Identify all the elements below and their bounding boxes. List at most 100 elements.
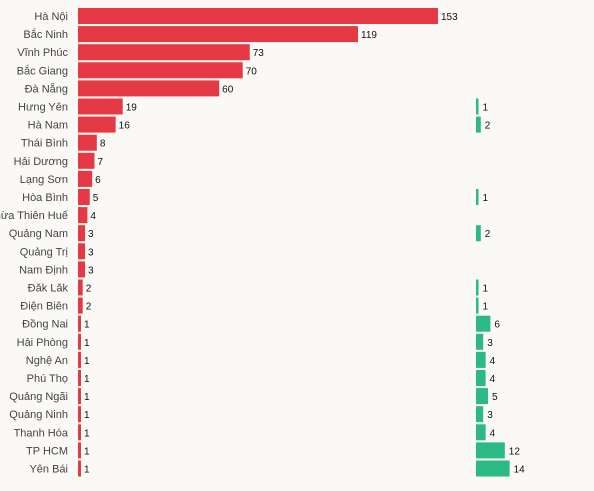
- green-bar: [476, 297, 479, 314]
- green-bar: [476, 225, 481, 242]
- red-value-label: 73: [253, 48, 265, 59]
- red-bar: [78, 170, 93, 187]
- green-bar: [476, 279, 479, 296]
- green-value-label: 4: [490, 428, 496, 439]
- red-bar: [78, 333, 81, 350]
- green-bar: [476, 116, 481, 133]
- red-bar: [78, 406, 81, 423]
- category-label: Bắc Ninh: [23, 28, 68, 41]
- red-bar: [78, 243, 86, 260]
- category-label: Thái Bình: [21, 138, 68, 150]
- category-label: Hà Nam: [28, 120, 68, 132]
- green-bar: [476, 189, 479, 205]
- red-value-label: 1: [84, 338, 90, 349]
- red-value-label: 153: [441, 12, 458, 23]
- red-value-label: 1: [84, 428, 90, 439]
- red-value-label: 1: [84, 410, 90, 421]
- green-value-label: 1: [483, 193, 489, 204]
- red-bar: [78, 98, 123, 115]
- category-label: Hà Nội: [34, 11, 68, 23]
- category-label: Quảng Ninh: [9, 409, 68, 421]
- green-value-label: 5: [492, 392, 498, 403]
- category-label: Quảng Ngãi: [9, 391, 68, 403]
- category-label: Đăk Lăk: [28, 283, 69, 295]
- category-label: Quảng Trị: [20, 246, 68, 258]
- green-value-label: 1: [483, 284, 489, 295]
- red-bar: [78, 460, 81, 477]
- red-bar: [78, 225, 86, 242]
- category-label: Điện Biên: [20, 301, 68, 313]
- green-bar: [476, 442, 505, 459]
- green-bar: [476, 424, 486, 441]
- red-bar: [78, 424, 81, 441]
- category-label: TP HCM: [26, 445, 68, 457]
- red-bar: [78, 116, 116, 133]
- red-value-label: 3: [88, 247, 94, 258]
- green-value-label: 1: [483, 103, 489, 114]
- green-value-label: 3: [487, 410, 493, 421]
- category-label: Quảng Nam: [9, 228, 68, 240]
- green-bar: [476, 406, 484, 423]
- red-value-label: 1: [84, 446, 90, 457]
- green-bar: [476, 98, 479, 115]
- red-bar: [78, 62, 243, 79]
- category-label: Hải Dương: [14, 156, 68, 168]
- red-value-label: 1: [84, 356, 90, 367]
- category-label: Hòa Bình: [22, 192, 68, 204]
- green-value-label: 4: [490, 356, 496, 367]
- red-bar: [78, 44, 250, 61]
- red-value-label: 70: [246, 66, 258, 77]
- category-label: Hải Phòng: [17, 337, 68, 349]
- green-bar: [476, 333, 484, 350]
- green-value-label: 3: [487, 338, 493, 349]
- red-value-label: 3: [88, 229, 94, 240]
- green-bar: [476, 388, 488, 405]
- category-label: Thừa Thiên Huế: [0, 210, 68, 222]
- red-value-label: 60: [222, 84, 234, 95]
- red-value-label: 1: [84, 374, 90, 385]
- red-bar: [78, 189, 90, 205]
- red-bar: [78, 152, 95, 169]
- category-label: Đồng Nai: [22, 319, 68, 331]
- category-label: Lạng Sơn: [20, 174, 68, 186]
- green-value-label: 2: [485, 121, 491, 132]
- green-value-label: 4: [490, 374, 496, 385]
- red-value-label: 1: [84, 320, 90, 331]
- red-value-label: 119: [361, 30, 377, 41]
- green-value-label: 6: [494, 320, 500, 331]
- red-value-label: 2: [86, 302, 92, 313]
- red-value-label: 5: [93, 193, 99, 204]
- category-label: Nghệ An: [26, 355, 68, 367]
- green-value-label: 1: [483, 302, 489, 313]
- category-label: Thanh Hóa: [14, 427, 69, 439]
- red-bar: [78, 442, 81, 459]
- red-bar: [78, 261, 86, 278]
- red-bar: [78, 351, 81, 368]
- category-label: Bắc Giang: [17, 64, 68, 77]
- category-label: Nam Định: [19, 264, 68, 276]
- red-value-label: 1: [84, 392, 90, 403]
- green-value-label: 2: [485, 229, 491, 240]
- green-bar: [476, 315, 491, 332]
- red-bar: [78, 80, 220, 97]
- red-value-label: 3: [88, 265, 94, 276]
- red-value-label: 6: [95, 175, 101, 186]
- green-bar: [476, 370, 486, 386]
- red-value-label: 16: [119, 121, 131, 132]
- category-label: Yên Bái: [29, 464, 68, 476]
- category-label: Vĩnh Phúc: [17, 47, 68, 59]
- red-bar: [78, 315, 81, 332]
- green-value-label: 12: [509, 446, 521, 457]
- red-bar: [78, 297, 83, 314]
- red-value-label: 7: [97, 157, 103, 168]
- red-bar: [78, 370, 81, 386]
- red-value-label: 4: [90, 211, 96, 222]
- category-label: Phú Thọ: [27, 373, 68, 385]
- red-bar: [78, 388, 81, 405]
- red-bar: [78, 279, 83, 296]
- category-label: Hưng Yên: [18, 102, 68, 114]
- red-value-label: 1: [84, 465, 90, 476]
- category-label: Đà Nẵng: [25, 82, 68, 95]
- red-bar: [78, 8, 438, 24]
